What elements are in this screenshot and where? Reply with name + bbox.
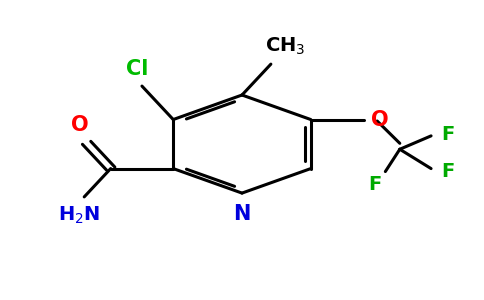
Text: O: O	[71, 116, 88, 135]
Text: F: F	[442, 125, 455, 144]
Text: F: F	[442, 162, 455, 181]
Text: CH$_3$: CH$_3$	[265, 35, 305, 57]
Text: N: N	[233, 203, 251, 224]
Text: Cl: Cl	[126, 58, 148, 79]
Text: O: O	[371, 110, 389, 130]
Text: H$_2$N: H$_2$N	[58, 204, 101, 226]
Text: F: F	[368, 175, 381, 194]
